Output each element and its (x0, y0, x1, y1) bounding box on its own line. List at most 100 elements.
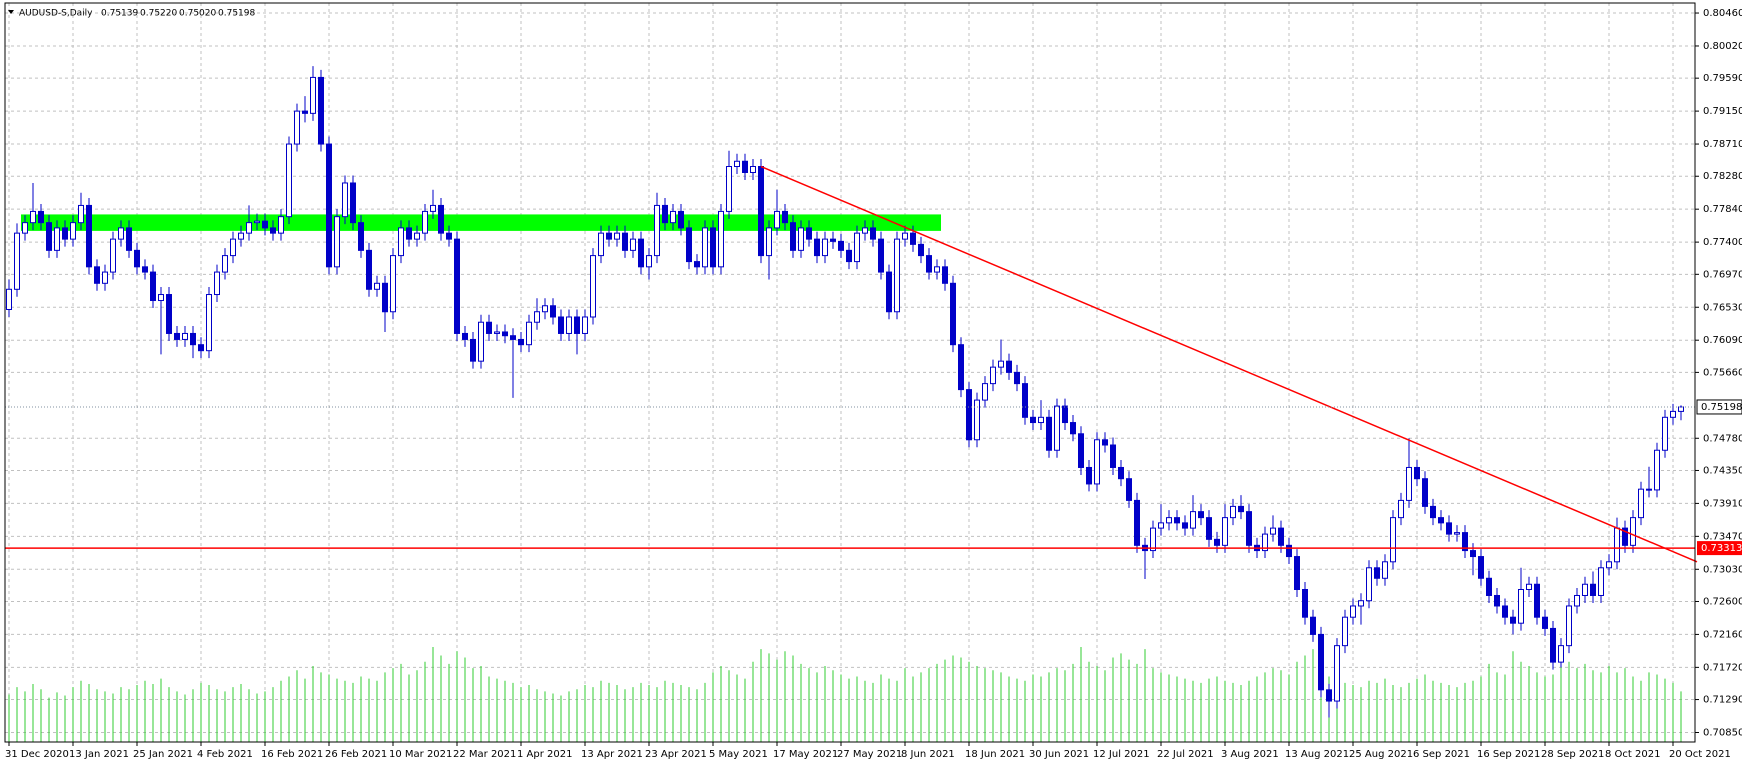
candle-body (1022, 383, 1028, 418)
candle-body (414, 232, 420, 240)
candle-body (1174, 517, 1180, 524)
x-tick-label: 23 Apr 2021 (645, 749, 707, 760)
y-tick-label: 0.76970 (1703, 269, 1742, 280)
candle-body (270, 227, 276, 234)
candle-body (1246, 511, 1252, 546)
candle-body (1126, 478, 1132, 501)
candle-body (126, 227, 132, 251)
y-tick-label: 0.73910 (1703, 498, 1742, 509)
candle-body (998, 360, 1004, 368)
x-tick-label: 25 Aug 2021 (1349, 749, 1413, 760)
candle-body (1614, 527, 1620, 563)
candle-body (1446, 522, 1452, 535)
candle-body (102, 271, 108, 284)
candle-body (198, 344, 204, 352)
candle-body (830, 238, 836, 242)
x-tick-label: 31 Dec 2020 (5, 749, 69, 760)
candle-body (94, 266, 100, 284)
candle-body (1670, 410, 1676, 418)
candle-body (798, 227, 804, 251)
candle-body (238, 232, 244, 240)
candle-body (1502, 605, 1508, 618)
candle-body (550, 305, 556, 318)
candle-body (1678, 406, 1684, 412)
candle-body (1262, 533, 1268, 552)
candle-body (1406, 466, 1412, 501)
y-tick-label: 0.77400 (1703, 237, 1742, 248)
candle-body (326, 143, 332, 268)
candle-body (462, 332, 468, 340)
candle-body (1478, 556, 1484, 579)
candle-body (446, 232, 452, 240)
candle-body (1118, 466, 1124, 480)
candle-body (718, 210, 724, 268)
candle-body (1166, 517, 1172, 524)
candle-body (1430, 505, 1436, 519)
candle-body (1230, 505, 1236, 519)
candle-body (406, 227, 412, 240)
candle-body (1214, 538, 1220, 546)
candle-body (686, 227, 692, 263)
candle-body (1454, 532, 1460, 535)
candle-body (1646, 488, 1652, 491)
candle-body (534, 311, 540, 323)
candle-body (662, 204, 668, 224)
candle-body (646, 255, 652, 268)
candle-body (1494, 594, 1500, 607)
candle-body (854, 232, 860, 263)
candle-body (118, 227, 124, 240)
candle-body (942, 266, 948, 284)
candle-body (1574, 594, 1580, 607)
candle-body (926, 255, 932, 273)
candle-body (422, 210, 428, 234)
candle-body (542, 305, 548, 313)
candle-body (1182, 522, 1188, 529)
candle-body (598, 232, 604, 257)
menu-arrow[interactable] (8, 10, 14, 14)
candle-body (246, 222, 252, 234)
candle-body (1654, 449, 1660, 491)
x-tick-label: 13 Apr 2021 (581, 749, 643, 760)
x-tick-label: 30 Jun 2021 (1029, 749, 1089, 760)
candle-body (206, 294, 212, 352)
candle-body (1438, 517, 1444, 524)
candle-body (966, 389, 972, 441)
candle-body (486, 321, 492, 334)
x-tick-label: 27 May 2021 (837, 749, 902, 760)
x-tick-label: 10 Mar 2021 (389, 749, 452, 760)
candle-body (590, 255, 596, 318)
candle-body (1470, 550, 1476, 558)
candle-body (1134, 499, 1140, 546)
candle-body (302, 110, 308, 114)
candle-body (934, 266, 940, 273)
candle-body (710, 227, 716, 268)
overlay-layer (5, 165, 1698, 563)
candle-body (150, 271, 156, 302)
x-tick-label: 22 Jul 2021 (1157, 749, 1214, 760)
candle-body (158, 294, 164, 302)
candle-body (902, 232, 908, 240)
candle-body (742, 160, 748, 173)
candle-body (286, 143, 292, 218)
candle-body (1030, 416, 1036, 424)
candle-body (1510, 616, 1516, 624)
candle-body (1062, 405, 1068, 424)
candle-body (1150, 527, 1156, 552)
candle-body (1286, 544, 1292, 558)
x-tick-label: 22 Mar 2021 (453, 749, 516, 760)
candle-body (758, 166, 764, 257)
candle-body (1542, 616, 1548, 629)
y-tick-label: 0.79590 (1703, 73, 1742, 84)
candle-body (1374, 567, 1380, 579)
candle-body (454, 238, 460, 334)
trendline (760, 165, 1698, 563)
candle-body (518, 338, 524, 346)
candle-body (1390, 517, 1396, 563)
candle-body (318, 76, 324, 145)
support-label: 0.73313 (1701, 543, 1742, 554)
candle-body (46, 222, 52, 251)
x-tick-label: 17 May 2021 (773, 749, 838, 760)
candle-body (30, 210, 36, 224)
candle-body (182, 332, 188, 340)
